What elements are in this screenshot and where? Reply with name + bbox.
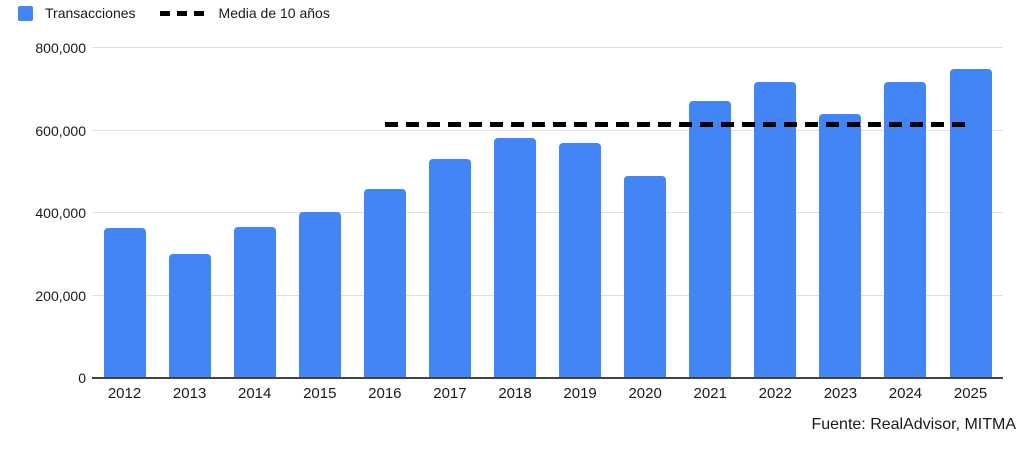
bar-2015 xyxy=(298,212,341,378)
bar-slot-2019 xyxy=(548,48,613,378)
bar-2023 xyxy=(819,114,862,378)
gridline xyxy=(92,212,1003,213)
bar-slot-2018 xyxy=(482,48,547,378)
bar-2013 xyxy=(168,254,211,378)
x-axis-label-2013: 2013 xyxy=(172,385,207,402)
bar-slot-2024 xyxy=(873,48,938,378)
bar-2022 xyxy=(754,82,797,378)
bar-slot-2016 xyxy=(352,48,417,378)
legend-label-transactions: Transacciones xyxy=(45,5,136,21)
bars-container xyxy=(92,48,1003,378)
x-axis-label-2025: 2025 xyxy=(953,385,988,402)
bar-2020 xyxy=(624,176,667,378)
bar-2019 xyxy=(559,142,602,378)
x-axis-label-2024: 2024 xyxy=(888,385,923,402)
bar-slot-2025 xyxy=(938,48,1003,378)
x-axis-label-2023: 2023 xyxy=(823,385,858,402)
bar-slot-2012 xyxy=(92,48,157,378)
x-axis-label-2016: 2016 xyxy=(368,385,402,402)
x-axis-label-2019: 2019 xyxy=(563,385,597,402)
plot-area xyxy=(92,47,1003,379)
bar-2012 xyxy=(103,228,146,378)
bar-2017 xyxy=(428,158,471,378)
bar-2025 xyxy=(949,69,992,378)
x-axis-label-2017: 2017 xyxy=(433,385,467,402)
bar-slot-2015 xyxy=(287,48,352,378)
y-axis-tick-label: 600,000 xyxy=(35,122,86,139)
bar-slot-2017 xyxy=(417,48,482,378)
bar-2018 xyxy=(494,137,536,378)
average-line xyxy=(384,122,971,128)
x-axis-label-2021: 2021 xyxy=(693,385,727,402)
bar-chart: 0 200,000 400,000 600,000 800,000 xyxy=(0,40,1024,386)
bar-2024 xyxy=(884,82,927,378)
x-axis-line xyxy=(92,377,1003,379)
x-axis-label-2012: 2012 xyxy=(107,385,142,402)
source-credit: Fuente: RealAdvisor, MITMA xyxy=(811,416,1016,433)
chart-legend: Transacciones Media de 10 años xyxy=(0,2,1024,24)
bar-slot-2023 xyxy=(808,48,873,378)
x-axis-labels: 2012 2013 2014 2015 2016 2017 2018 2019 2020 2021… xyxy=(92,385,1003,402)
x-axis-label-2022: 2022 xyxy=(758,385,792,402)
bar-2021 xyxy=(689,100,732,378)
y-axis-tick-label: 200,000 xyxy=(35,287,86,304)
x-axis-label-2015: 2015 xyxy=(303,385,337,402)
y-axis-tick-label: 0 xyxy=(78,370,86,386)
y-axis-tick-label: 400,000 xyxy=(35,205,86,221)
gridline xyxy=(92,294,1003,296)
legend-label-average: Media de 10 años xyxy=(218,5,330,21)
bar-2016 xyxy=(363,189,406,378)
bar-slot-2020 xyxy=(613,48,678,378)
bar-slot-2013 xyxy=(157,48,222,378)
gridline xyxy=(92,47,1003,48)
x-axis-label-2020: 2020 xyxy=(628,385,662,402)
x-axis-label-2018: 2018 xyxy=(498,385,532,402)
y-axis-tick-label: 800,000 xyxy=(35,40,86,56)
bar-slot-2022 xyxy=(743,48,808,378)
bar-slot-2021 xyxy=(678,48,743,378)
x-axis-label-2014: 2014 xyxy=(238,385,272,402)
transactions-series-swatch-icon xyxy=(18,5,33,21)
bar-2014 xyxy=(233,227,276,378)
bar-slot-2014 xyxy=(222,48,287,378)
gridline xyxy=(92,129,1003,131)
average-line-dash-icon xyxy=(159,10,210,16)
